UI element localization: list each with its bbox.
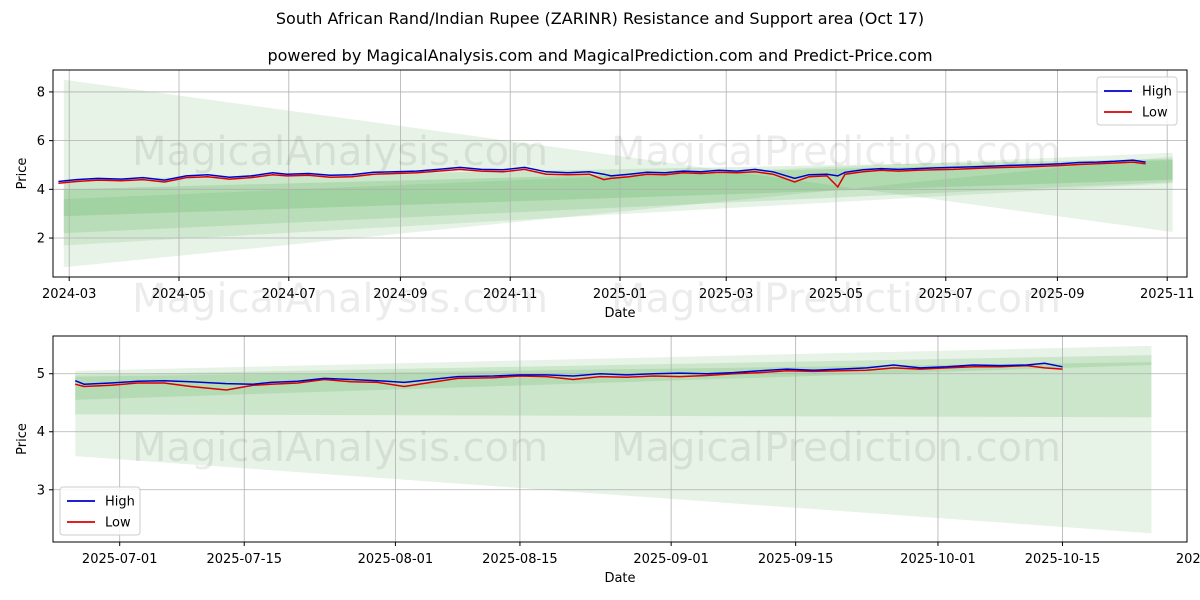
legend-label-low: Low: [105, 516, 131, 531]
watermark-text: MagicalAnalysis.com: [132, 129, 548, 175]
x-tick-label: 2025-05: [809, 287, 863, 302]
band-3: [63, 160, 1173, 217]
x-tick-label: 2024-09: [373, 287, 427, 302]
x-tick-label: 2025-11: [1140, 287, 1194, 302]
x-tick-label: 2025-09: [1030, 287, 1084, 302]
watermark-text: MagicalPrediction.com: [611, 425, 1061, 471]
x-tick-label: 2025-09-01: [633, 552, 709, 567]
x-axis-label: Date: [604, 306, 635, 321]
high-series-line: [58, 159, 1146, 183]
x-tick-label: 2025-03: [699, 287, 753, 302]
x-tick-label: 2025-01: [593, 287, 647, 302]
top-chart: MagicalAnalysis.com MagicalPrediction.com…: [15, 69, 1194, 322]
legend-box: [1096, 76, 1178, 126]
x-tick-label: 2025-08-01: [358, 552, 434, 567]
series: [74, 362, 1063, 391]
x-tick-label: 2025-09-15: [758, 552, 834, 567]
x-tick-label: 2024-11: [483, 287, 537, 302]
y-tick-label: 4: [37, 183, 45, 198]
x-tick-label: 2025-07-01: [82, 552, 158, 567]
y-tick-label: 8: [37, 85, 45, 100]
low-series-line: [58, 161, 1146, 189]
chart-subtitle: powered by MagicalAnalysis.com and Magic…: [267, 46, 933, 65]
y-tick-label: 2: [37, 232, 45, 247]
x-tick-label: 2025-10-15: [1025, 552, 1101, 567]
band-1: [75, 362, 1152, 418]
band-1: [63, 152, 1173, 246]
x-tick-label: 2025-10-01: [900, 552, 976, 567]
x-tick-label: 2024-03: [42, 287, 96, 302]
bottom-chart: MagicalAnalysis.com MagicalPrediction.com…: [15, 335, 1200, 586]
y-tick-label: 4: [37, 425, 45, 440]
y-tick-label: 3: [37, 483, 45, 498]
legend-label-high: High: [105, 495, 135, 510]
low-series-line: [75, 364, 1063, 391]
band-0: [63, 79, 1173, 268]
axes-frame: [52, 335, 1188, 543]
x-tick-label: 2025-07: [919, 287, 973, 302]
band-0: [75, 345, 1152, 534]
y-axis-label: Price: [15, 423, 30, 455]
x-tick-label: 2024-07: [262, 287, 316, 302]
legend: High Low: [1096, 76, 1178, 126]
x-tick-label: 2025-08-15: [482, 552, 558, 567]
x-tick-label: 2025-11-01: [1176, 552, 1200, 567]
watermark-text: MagicalAnalysis.com: [132, 425, 548, 471]
legend-box: [59, 486, 141, 536]
y-tick-label: 5: [37, 367, 45, 382]
legend: High Low: [59, 486, 141, 536]
legend-label-high: High: [1142, 85, 1172, 100]
x-axis-label: Date: [604, 571, 635, 586]
chart-title: South African Rand/Indian Rupee (ZARINR)…: [275, 9, 925, 28]
series: [58, 159, 1146, 189]
x-tick-label: 2025-07-15: [206, 552, 282, 567]
legend-label-low: Low: [1142, 106, 1168, 121]
y-axis-label: Price: [15, 158, 30, 190]
watermark-text: MagicalPrediction.com: [611, 276, 1061, 322]
y-tick-label: 6: [37, 134, 45, 149]
watermark-text: MagicalAnalysis.com: [132, 276, 548, 322]
x-tick-label: 2024-05: [152, 287, 206, 302]
high-series-line: [74, 362, 1063, 385]
